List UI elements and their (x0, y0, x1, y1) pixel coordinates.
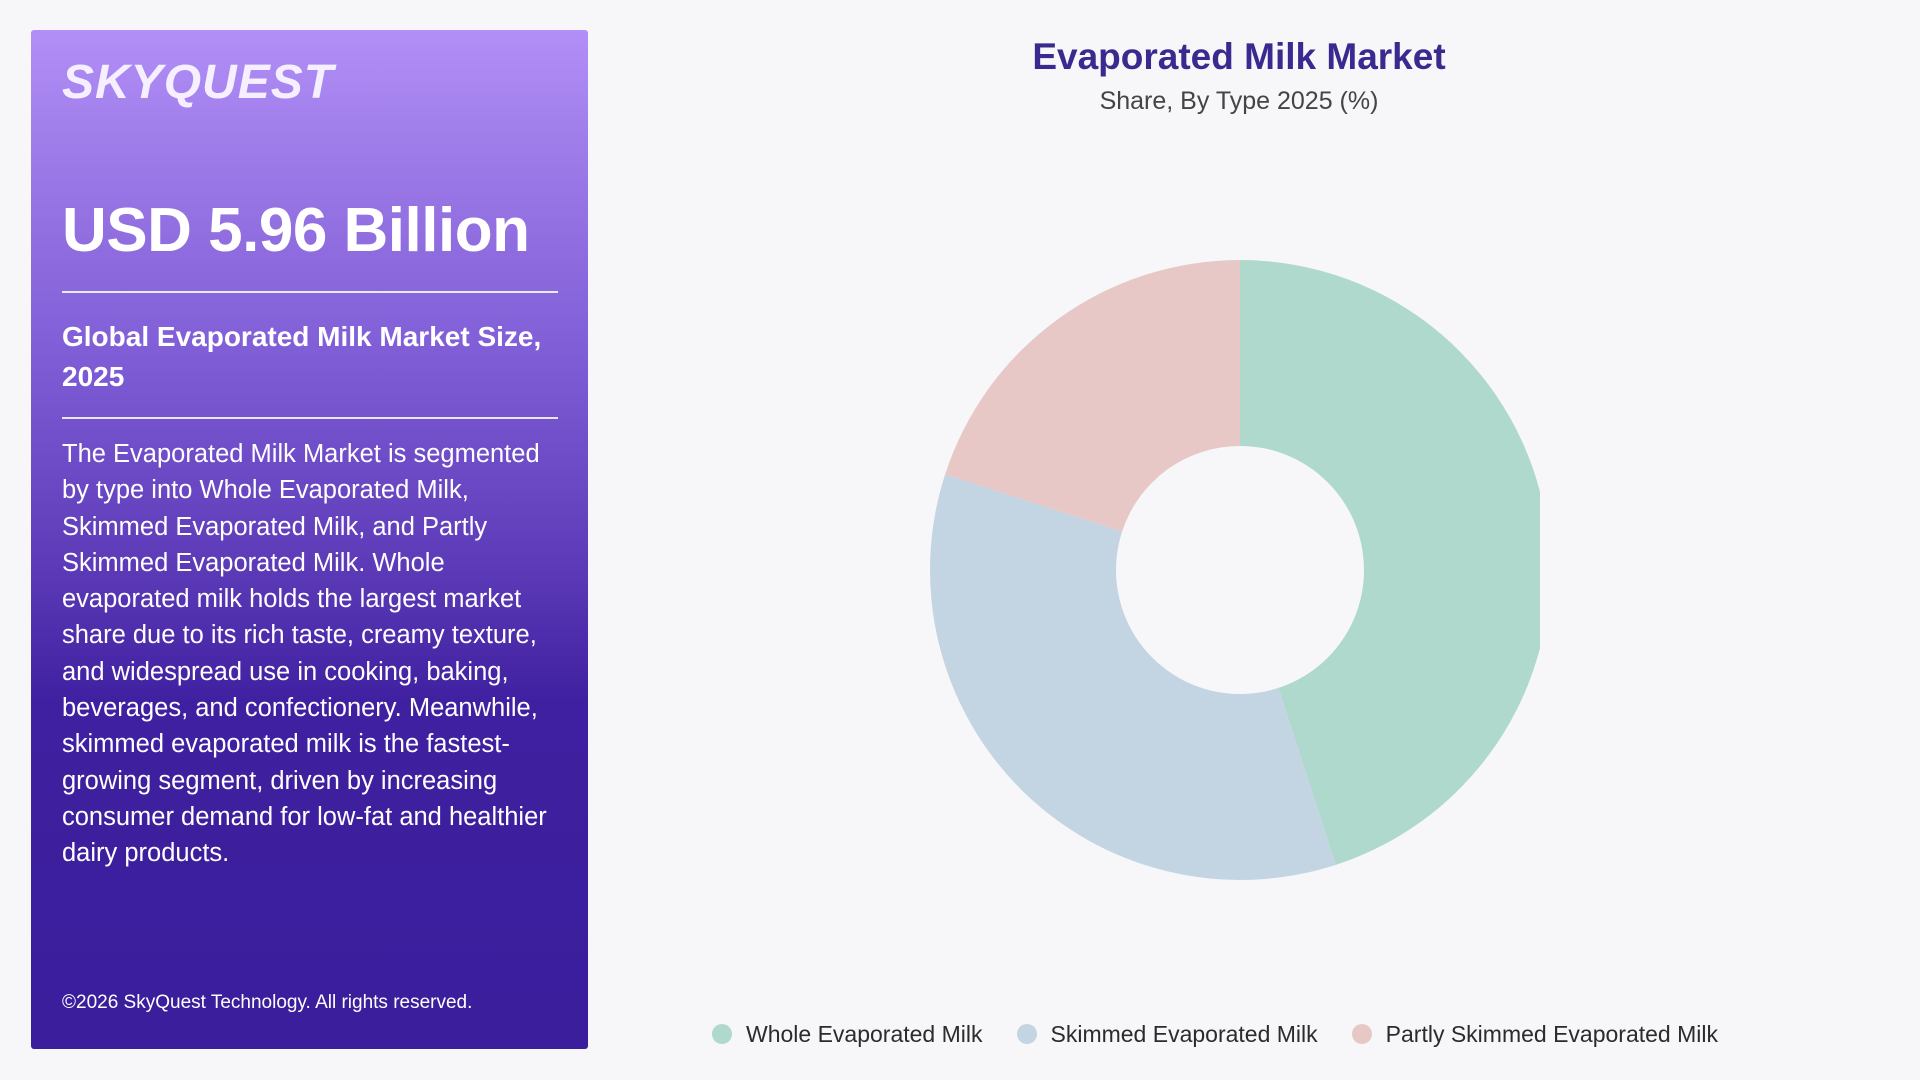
legend-item: Partly Skimmed Evaporated Milk (1351, 1020, 1718, 1048)
legend-swatch (1351, 1024, 1372, 1044)
divider (62, 417, 558, 419)
market-description: The Evaporated Milk Market is segmented … (62, 440, 547, 868)
legend-label: Whole Evaporated Milk (746, 1020, 983, 1047)
market-size-value: USD 5.96 Billion (62, 196, 530, 265)
chart-title: Evaporated Milk Market (1032, 36, 1446, 77)
legend-label: Partly Skimmed Evaporated Milk (1385, 1020, 1718, 1047)
copyright-notice: ©2026 SkyQuest Technology. All rights re… (62, 992, 473, 1013)
donut-slice-skimmed-evaporated-milk (930, 474, 1336, 880)
legend-item: Skimmed Evaporated Milk (1016, 1020, 1318, 1048)
donut-chart (930, 260, 1540, 880)
chart-subtitle: Share, By Type 2025 (%) (1099, 87, 1379, 115)
chart-legend: Whole Evaporated Milk Skimmed Evaporated … (712, 1018, 1812, 1050)
legend-swatch (1016, 1024, 1037, 1044)
donut-slice-whole-evaporated-milk (1240, 260, 1540, 865)
legend-item: Whole Evaporated Milk (712, 1021, 983, 1048)
legend-label: Skimmed Evaporated Milk (1050, 1020, 1318, 1047)
skyquest-logo: SKYQUEST (62, 56, 335, 109)
market-size-label: Global Evaporated Milk Market Size, 2025 (62, 321, 542, 392)
divider (62, 291, 558, 293)
legend-swatch (712, 1024, 732, 1044)
summary-panel: SKYQUEST USD 5.96 Billion Global Evapora… (31, 30, 588, 1049)
donut-slice-partly-skimmed-evaporated-milk (945, 260, 1240, 532)
